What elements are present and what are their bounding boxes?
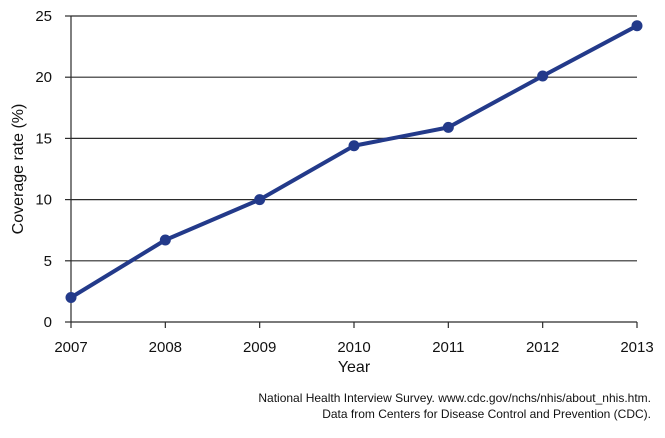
x-tick-label: 2007 bbox=[54, 339, 87, 356]
data-point bbox=[631, 20, 643, 32]
y-axis-title: Coverage rate (%) bbox=[10, 104, 27, 235]
data-point bbox=[65, 292, 77, 304]
y-tick-labels: 0 5 10 15 20 25 bbox=[35, 8, 52, 331]
data-point bbox=[442, 121, 454, 133]
series bbox=[65, 20, 643, 304]
x-tick-label: 2008 bbox=[149, 339, 182, 356]
source-note-line-2: Data from Centers for Disease Control an… bbox=[322, 407, 651, 421]
x-axis-title: Year bbox=[338, 359, 371, 376]
y-tick-label: 10 bbox=[35, 192, 52, 209]
y-tick-label: 15 bbox=[35, 130, 52, 147]
data-point bbox=[254, 194, 266, 206]
source-note-line-1: National Health Interview Survey. www.cd… bbox=[258, 391, 651, 405]
x-tick-label: 2010 bbox=[337, 339, 370, 356]
gridlines bbox=[71, 15, 637, 262]
x-tick-label: 2011 bbox=[432, 339, 464, 356]
data-point bbox=[537, 70, 549, 82]
data-point bbox=[348, 140, 360, 152]
x-tick-label: 2009 bbox=[243, 339, 276, 356]
series-line bbox=[69, 23, 639, 300]
y-tick-label: 25 bbox=[35, 8, 52, 25]
x-tick-labels: 2007 2008 2009 2010 2011 2012 2013 bbox=[54, 339, 653, 356]
y-tick-label: 5 bbox=[44, 253, 52, 270]
y-tick-label: 20 bbox=[35, 69, 52, 86]
x-tick-label: 2013 bbox=[620, 339, 653, 356]
y-tick-label: 0 bbox=[44, 314, 52, 331]
axes bbox=[65, 15, 638, 328]
x-tick-label: 2012 bbox=[526, 339, 559, 356]
data-point bbox=[159, 234, 171, 246]
